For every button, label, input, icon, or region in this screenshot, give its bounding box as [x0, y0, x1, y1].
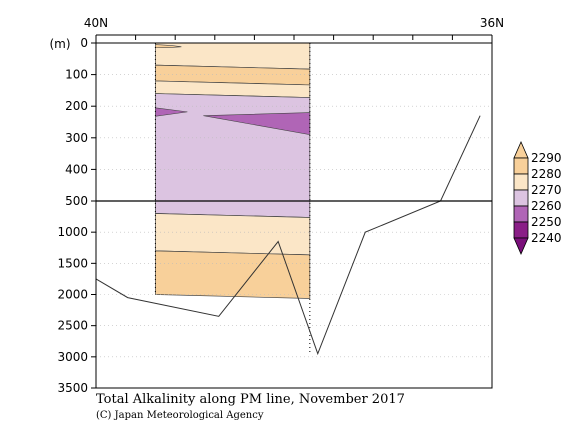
colorbar-label: 2290 [531, 151, 562, 165]
colorbar-label: 2280 [531, 167, 562, 181]
colorbar-swatch [513, 173, 529, 191]
y-tick-label: 100 [65, 68, 88, 82]
y-tick-label: 3000 [57, 350, 88, 364]
colorbar-swatch [513, 157, 529, 175]
x-tick-label-36n: 36N [480, 16, 504, 30]
y-tick-label: 2000 [57, 288, 88, 302]
contour-band-orange-deep [155, 250, 311, 299]
chart-title: Total Alkalinity along PM line, November… [96, 392, 405, 407]
colorbar-swatch [513, 221, 529, 239]
contour-band-cream-3 [155, 213, 311, 256]
y-tick-label: 300 [65, 131, 88, 145]
contour-tongue-left [155, 107, 188, 117]
y-tick-label: 3500 [57, 381, 88, 395]
bottom-topography-line [95, 115, 481, 356]
y-axis-label: (m) [49, 37, 70, 51]
colorbar-label: 2260 [531, 199, 562, 213]
colorbar-swatch [513, 205, 529, 223]
y-tick-label: 1000 [57, 225, 88, 239]
colorbar-label: 2240 [531, 231, 562, 245]
y-tick-label: 400 [65, 162, 88, 176]
credit-text: (C) Japan Meteorological Agency [96, 410, 264, 421]
x-tick-label-40n: 40N [84, 16, 108, 30]
colorbar-top-arrow [513, 141, 529, 159]
colorbar-swatch [513, 189, 529, 207]
contour-lens-surface [155, 44, 182, 49]
y-tick-label: 500 [65, 194, 88, 208]
y-tick-label: 2500 [57, 319, 88, 333]
y-tick-label: 0 [80, 36, 88, 50]
plot-frame [95, 42, 493, 389]
y-tick-label: 1500 [57, 256, 88, 270]
colorbar: 2290 2280 2270 2260 2250 2240 [513, 141, 562, 255]
top-axis [95, 34, 493, 43]
contour-fills [155, 42, 311, 299]
y-tick-label: 200 [65, 99, 88, 113]
colorbar-label: 2250 [531, 215, 562, 229]
colorbar-bottom-arrow [513, 237, 529, 255]
y-axis-ticks: 0 100 200 300 400 500 1000 1500 2000 2500 3000 3500 [57, 36, 96, 395]
colorbar-label: 2270 [531, 183, 562, 197]
